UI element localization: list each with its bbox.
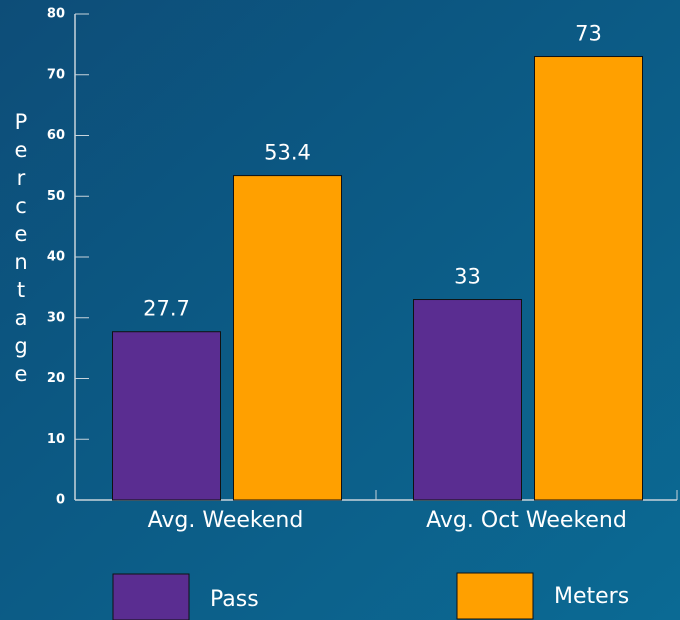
y-tick-label: 50 bbox=[47, 189, 65, 204]
bar bbox=[413, 299, 522, 501]
y-tick-label: 80 bbox=[47, 7, 65, 22]
value-label: 27.7 bbox=[143, 297, 190, 321]
y-tick-label: 70 bbox=[47, 67, 65, 82]
y-tick-label: 10 bbox=[47, 432, 65, 447]
legend-swatch bbox=[456, 572, 534, 620]
x-tick-label: Avg. Weekend bbox=[148, 508, 304, 533]
value-label: 53.4 bbox=[264, 141, 311, 165]
bar bbox=[233, 175, 342, 501]
bar bbox=[534, 56, 643, 501]
value-label: 33 bbox=[454, 265, 481, 289]
y-axis-label: Percentage bbox=[9, 110, 33, 390]
bar bbox=[112, 331, 221, 501]
y-tick-label: 60 bbox=[47, 128, 65, 143]
y-tick-label: 20 bbox=[47, 371, 65, 386]
y-tick-label: 40 bbox=[47, 250, 65, 265]
legend-swatch bbox=[112, 573, 190, 620]
legend-label: Meters bbox=[554, 584, 629, 609]
value-label: 73 bbox=[575, 22, 602, 46]
x-tick-label: Avg. Oct Weekend bbox=[426, 508, 627, 533]
y-tick-label: 0 bbox=[56, 493, 65, 508]
y-tick-label: 30 bbox=[47, 310, 65, 325]
legend-label: Pass bbox=[210, 587, 259, 612]
